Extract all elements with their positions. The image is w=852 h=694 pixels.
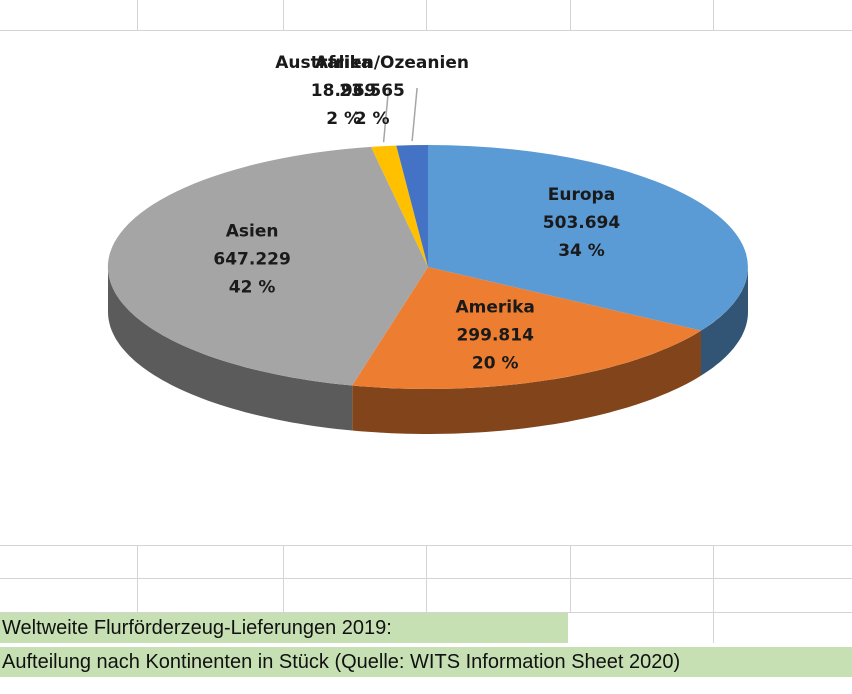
grid-line [137, 0, 138, 30]
pie-slice-asien [107, 146, 429, 386]
pie-label-afrika: Afrika 18.969 2 % [311, 53, 390, 143]
leader-line [382, 87, 390, 143]
pie-slice-amerika [352, 267, 701, 389]
pie-label-percent: 20 % [472, 353, 519, 373]
grid-line [570, 545, 571, 612]
grid-line [570, 0, 571, 30]
pie-label-category: Afrika [315, 53, 373, 73]
pie-slices [107, 145, 748, 389]
grid-line [137, 545, 138, 612]
grid-line [713, 613, 714, 643]
pie-label-percent: 2 % [355, 109, 390, 129]
grid-line [0, 612, 852, 613]
pie-chart: Europa 503.694 34 % Amerika 299.814 20 % Asien… [107, 53, 748, 434]
pie-label-category: Asien [226, 222, 279, 242]
pie-slice-australien-ozeanien [396, 145, 428, 267]
pie-label-percent: 34 % [558, 241, 605, 261]
grid-line [283, 545, 284, 612]
pie-label-category: Australien/Ozeanien [275, 53, 469, 73]
pie-label-percent: 42 % [229, 278, 276, 298]
pie-label-value: 647.229 [213, 250, 290, 270]
pie-label-amerika: Amerika 299.814 20 % [456, 297, 535, 373]
pie-slice-afrika [371, 145, 428, 267]
pie-label-category: Amerika [456, 297, 535, 317]
grid-line [426, 545, 427, 612]
pie-label-europa: Europa 503.694 34 % [543, 185, 621, 261]
pie-labels: Europa 503.694 34 % Amerika 299.814 20 % Asien… [213, 53, 620, 373]
grid-line [713, 0, 714, 30]
leader-line [411, 87, 418, 142]
pie-label-value: 23.565 [339, 81, 405, 101]
pie-label-value: 299.814 [456, 325, 534, 345]
pie-label-percent: 2 % [326, 109, 361, 129]
pie-side-europa [701, 267, 748, 376]
pie-slice-europa [428, 145, 748, 331]
caption-line-2: Aufteilung nach Kontinenten in Stück (Qu… [0, 647, 852, 677]
grid-line [0, 30, 852, 31]
grid-line [426, 0, 427, 30]
pie-label-value: 503.694 [543, 213, 621, 233]
pie-label-asien: Asien 647.229 42 % [213, 222, 290, 298]
pie-label-value: 18.969 [311, 81, 377, 101]
pie-side-asien [108, 267, 353, 431]
pie-label-category: Europa [548, 185, 615, 205]
pie-side-amerika [352, 330, 701, 434]
grid-line [713, 545, 714, 612]
grid-line [283, 0, 284, 30]
caption-line-1: Weltweite Flurförderzeug-Lieferungen 201… [0, 613, 568, 643]
pie-sides [108, 267, 748, 434]
pie-label-australien-ozeanien: Australien/Ozeanien 23.565 2 % [275, 53, 469, 142]
